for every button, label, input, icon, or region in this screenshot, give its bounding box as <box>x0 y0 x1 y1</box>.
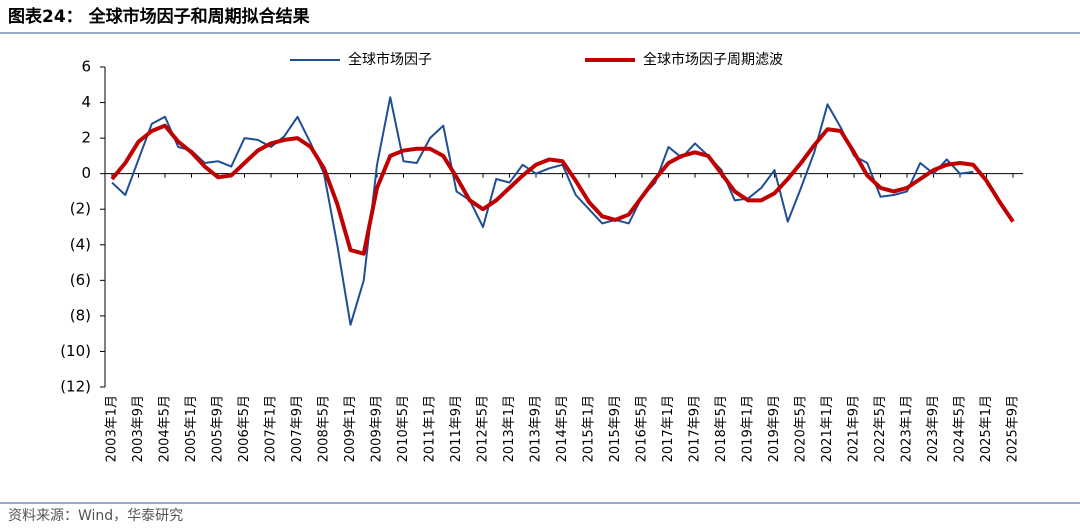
y-tick-label: (4) <box>70 235 91 253</box>
series-line <box>111 96 974 326</box>
x-tick-label: 2017年9月 <box>688 395 703 462</box>
x-tick-label: 2003年9月 <box>131 395 146 462</box>
x-tick-label: 2014年5月 <box>555 395 570 462</box>
y-tick-label: 0 <box>81 164 91 182</box>
series-line <box>110 123 1015 256</box>
x-tick-label: 2021年9月 <box>847 395 862 462</box>
x-tick-label: 2009年9月 <box>370 395 385 462</box>
x-tick-label: 2023年9月 <box>926 395 941 462</box>
y-tick-label: 6 <box>81 58 91 76</box>
x-tick-label: 2021年1月 <box>820 395 835 462</box>
x-tick-label: 2003年1月 <box>105 395 120 462</box>
x-tick-label: 2023年1月 <box>900 395 915 462</box>
x-tick-label: 2009年1月 <box>343 395 358 462</box>
x-tick-label: 2013年1月 <box>502 395 517 462</box>
x-tick-label: 2015年1月 <box>582 395 597 462</box>
x-tick-label: 2018年5月 <box>714 395 729 462</box>
x-tick-label: 2016年5月 <box>635 395 650 462</box>
x-tick-label: 2005年1月 <box>184 395 199 462</box>
x-tick-label: 2004年5月 <box>158 395 173 462</box>
y-tick-label: (10) <box>60 342 91 360</box>
x-tick-label: 2019年9月 <box>767 395 782 462</box>
legend-label: 全球市场因子 <box>348 51 432 68</box>
y-tick-label: (8) <box>70 306 91 324</box>
x-tick-label: 2008年5月 <box>317 395 332 462</box>
x-tick-label: 2013年9月 <box>529 395 544 462</box>
legend-label: 全球市场因子周期滤波 <box>643 51 783 68</box>
x-tick-label: 2007年1月 <box>264 395 279 462</box>
chart-title: 图表24： 全球市场因子和周期拟合结果 <box>8 6 310 27</box>
y-tick-label: (12) <box>60 378 91 396</box>
x-tick-label: 2007年9月 <box>290 395 305 462</box>
y-tick-label: 2 <box>81 129 91 147</box>
x-tick-label: 2025年1月 <box>979 395 994 462</box>
x-tick-label: 2011年1月 <box>423 395 438 462</box>
x-tick-label: 2024年5月 <box>953 395 968 462</box>
x-tick-label: 2020年5月 <box>794 395 809 462</box>
x-tick-label: 2017年1月 <box>661 395 676 462</box>
source-note: 资料来源：Wind，华泰研究 <box>8 508 183 524</box>
y-tick-label: (2) <box>70 200 91 218</box>
x-tick-label: 2012年5月 <box>476 395 491 462</box>
y-tick-label: (6) <box>70 271 91 289</box>
x-tick-label: 2019年1月 <box>741 395 756 462</box>
y-tick-label: 4 <box>81 93 91 111</box>
x-tick-label: 2015年9月 <box>608 395 623 462</box>
x-tick-label: 2005年9月 <box>211 395 226 462</box>
x-tick-label: 2022年5月 <box>873 395 888 462</box>
x-tick-label: 2011年9月 <box>449 395 464 462</box>
x-tick-label: 2010年5月 <box>396 395 411 462</box>
x-tick-label: 2006年5月 <box>237 395 252 462</box>
x-tick-label: 2025年9月 <box>1006 395 1021 462</box>
